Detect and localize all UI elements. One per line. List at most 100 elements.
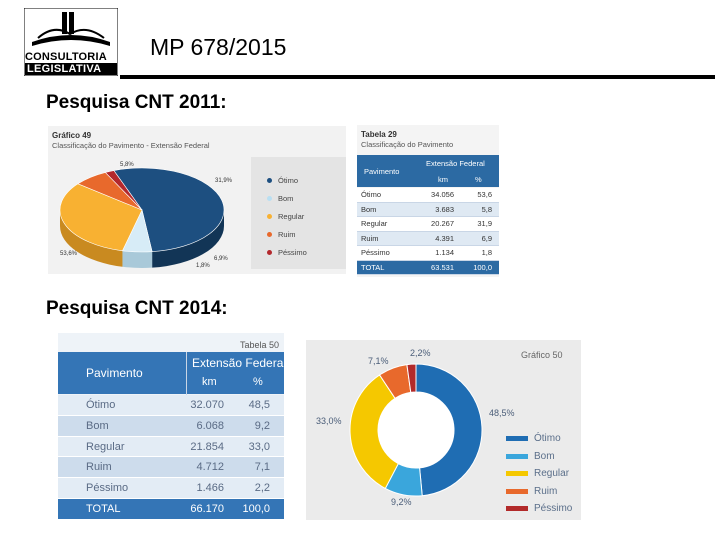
cell-label: Péssimo <box>361 248 390 257</box>
cell-label: Bom <box>361 204 377 214</box>
donut-2014-hole <box>378 392 454 468</box>
cell-label: Ruim <box>86 461 112 474</box>
donut-label-regular: 33,0% <box>316 416 342 426</box>
table-2011-col-pct: % <box>475 175 482 184</box>
table-total-row: TOTAL 66.170 100,0 <box>58 498 284 520</box>
logo-line-1: CONSULTORIA <box>25 51 107 63</box>
legend14-item-ruim: Ruim <box>506 483 572 501</box>
legend-item-pessimo: Péssimo <box>267 243 346 261</box>
table-row: Ótimo 32.070 48,5 <box>58 395 284 416</box>
legend-dot <box>267 231 272 237</box>
legend-item-regular: Regular <box>267 207 346 225</box>
table-row: Bom 3.683 5,8 <box>357 202 499 217</box>
legend14-swatch <box>506 488 528 494</box>
table-2014-col-pct: % <box>253 376 263 388</box>
cell-pct: 1,8 <box>481 248 492 257</box>
table-2011-header <box>357 155 499 187</box>
table-2011-body: Ótimo 34.056 53,6 Bom 3.683 5,8 Regular 20.267 3… <box>357 188 499 275</box>
cell-km: 4.391 <box>435 233 454 243</box>
chart-2011-subtitle: Classificação do Pavimento - Extensão Fe… <box>52 141 210 150</box>
pie-2011-slices <box>59 167 225 268</box>
table-row: Bom 6.068 9,2 <box>58 415 284 437</box>
cell-pct: 6,9 <box>481 233 492 243</box>
table-row: Péssimo 1.134 1,8 <box>357 246 499 261</box>
cell-pct: 100,0 <box>242 502 270 515</box>
page-title: MP 678/2015 <box>150 34 287 60</box>
table-row: Péssimo 1.466 2,2 <box>58 478 284 499</box>
table-2011-rowhead: Pavimento <box>364 167 400 176</box>
legend14-item-pessimo: Péssimo <box>506 500 572 518</box>
legend-dot <box>267 249 272 255</box>
table-2011-colgroup: Extensão Federal <box>426 159 485 168</box>
legend-item-otimo: Ótimo <box>267 171 346 189</box>
cell-pct: 31,9 <box>477 219 492 228</box>
cell-km: 1.466 <box>196 482 224 495</box>
table-row: Ruim 4.391 6,9 <box>357 231 499 246</box>
cell-pct: 9,2 <box>254 419 270 432</box>
chart-2011-title: Gráfico 49 <box>52 131 92 140</box>
legend14-swatch <box>506 471 528 477</box>
table-row: Regular 20.267 31,9 <box>357 217 499 232</box>
pie-label-otimo: 53,6% <box>60 251 78 257</box>
cell-pct: 7,1 <box>254 461 270 474</box>
pie-2011-slice-pessimo <box>104 170 143 211</box>
table-2014-title: Tabela 50 <box>240 340 280 350</box>
cell-pct: 5,8 <box>481 204 492 214</box>
legend14-item-bom: Bom <box>506 448 572 466</box>
pie-2011-slice-regular <box>59 183 143 252</box>
legend-dot <box>267 195 272 201</box>
pie-2011-side-regular <box>59 210 123 267</box>
cell-km: 63.531 <box>431 262 454 272</box>
legend-item-ruim: Ruim <box>267 225 346 243</box>
table-2011-subtitle: Classificação do Pavimento <box>361 140 454 149</box>
cell-km: 66.170 <box>190 502 224 515</box>
pie-chart-2011 <box>59 167 225 268</box>
pie-label-bom: 5,8% <box>120 162 134 168</box>
table-2011-title: Tabela 29 <box>361 130 397 139</box>
table-total-row: TOTAL 63.531 100,0 <box>357 260 499 275</box>
cell-label: TOTAL <box>361 262 385 272</box>
pie-label-pessimo: 1,8% <box>196 263 210 269</box>
table-2014-body: Ótimo 32.070 48,5 Bom 6.068 9,2 Regular 21.854 3… <box>58 395 284 520</box>
cell-pct: 53,6 <box>477 190 492 199</box>
section-label-2014: Pesquisa CNT 2014: <box>46 298 228 319</box>
cell-km: 4.712 <box>196 461 224 474</box>
cell-label: Bom <box>86 419 109 432</box>
table-2014-colgroup: Extensão Federal <box>192 356 287 370</box>
cell-km: 34.056 <box>431 190 454 199</box>
donut-label-ruim: 7,1% <box>368 356 389 366</box>
cell-label: Péssimo <box>86 482 129 495</box>
table-2014-header <box>58 352 284 394</box>
legend14-swatch <box>506 436 528 442</box>
table-row: Ótimo 34.056 53,6 <box>357 188 499 203</box>
legend-item-bom: Bom <box>267 189 346 207</box>
cell-label: Regular <box>361 219 388 228</box>
legend14-item-otimo: Ótimo <box>506 430 572 448</box>
chart-2014-title: Gráfico 50 <box>521 350 563 360</box>
table-2014-col-km: km <box>202 376 217 388</box>
cell-label: Ótimo <box>86 399 116 411</box>
section-label-2011: Pesquisa CNT 2011: <box>46 92 227 113</box>
cell-pct: 48,5 <box>248 399 270 411</box>
donut-label-bom: 9,2% <box>391 497 412 507</box>
donut-label-otimo: 48,5% <box>489 408 515 418</box>
cell-km: 21.854 <box>190 440 224 453</box>
donut-label-pessimo: 2,2% <box>410 348 431 358</box>
pie-label-regular: 31,9% <box>215 178 233 184</box>
cell-label: Ruim <box>361 233 379 243</box>
legend14-swatch <box>506 453 528 459</box>
cell-km: 20.267 <box>431 219 454 228</box>
cell-pct: 33,0 <box>248 440 270 453</box>
legend14-swatch <box>506 506 528 512</box>
cell-km: 3.683 <box>435 204 454 214</box>
legend-2014: Ótimo Bom Regular Ruim Péssimo <box>506 430 572 518</box>
pie-2011-side-bom <box>122 250 153 268</box>
cell-km: 6.068 <box>196 419 224 432</box>
donut-chart-2014 <box>349 363 483 497</box>
cell-pct: 100,0 <box>473 262 492 272</box>
table-row: Ruim 4.712 7,1 <box>58 457 284 479</box>
table-2014-rowhead: Pavimento <box>86 366 143 380</box>
legend14-item-regular: Regular <box>506 465 572 483</box>
header-rule <box>120 75 715 79</box>
donut-2014-slices <box>349 363 483 497</box>
